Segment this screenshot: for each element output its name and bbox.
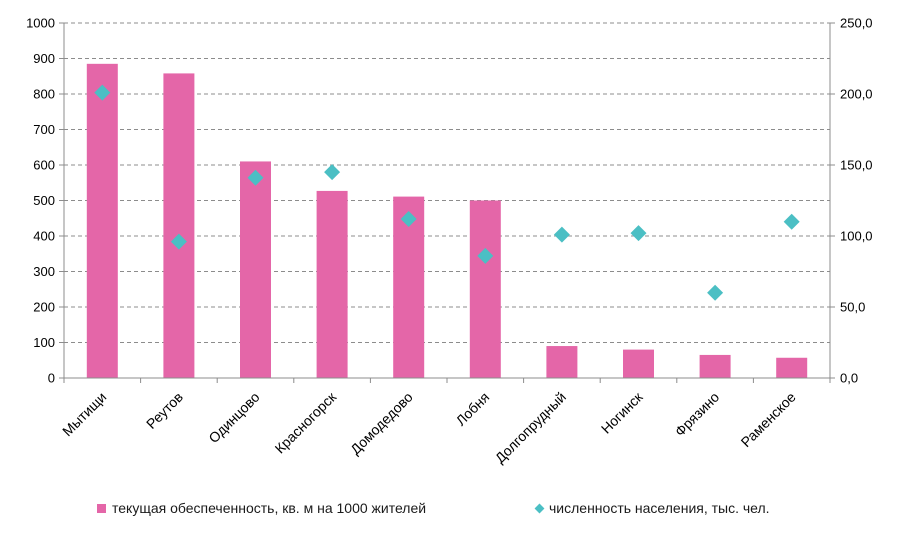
category-label: Одинцово xyxy=(205,389,262,446)
left-tick-label: 300 xyxy=(33,264,55,279)
left-tick-label: 800 xyxy=(33,87,55,102)
legend-item-points: численность населения, тыс. чел. xyxy=(534,500,770,516)
legend-label-points: численность населения, тыс. чел. xyxy=(549,500,770,516)
diamond-point-1 xyxy=(94,84,111,101)
right-tick-label: 200,0 xyxy=(840,87,873,102)
legend-label-bars: текущая обеспеченность, кв. м на 1000 жи… xyxy=(112,500,427,516)
category-labels: Мытищи Реутов Одинцово Красногорск Домодедов… xyxy=(59,388,799,466)
diamond-series xyxy=(94,84,800,301)
category-label: Лобня xyxy=(453,389,493,429)
axes xyxy=(59,22,835,383)
category-label: Домодедово xyxy=(347,389,416,458)
diamond-point-5 xyxy=(400,210,417,227)
bar-4 xyxy=(316,190,348,378)
left-tick-label: 1000 xyxy=(26,16,55,31)
left-tick-label: 900 xyxy=(33,51,55,66)
left-tick-label: 200 xyxy=(33,300,55,315)
left-tick-label: 600 xyxy=(33,158,55,173)
left-tick-label: 0 xyxy=(48,371,55,386)
category-label: Раменское xyxy=(738,389,799,450)
diamond-point-8 xyxy=(630,225,647,242)
bar-1 xyxy=(86,63,118,378)
legend: текущая обеспеченность, кв. м на 1000 жи… xyxy=(0,498,902,522)
bar-7 xyxy=(546,346,578,378)
bar-9 xyxy=(699,354,731,378)
category-label: Реутов xyxy=(143,389,186,432)
diamond-point-4 xyxy=(324,164,341,181)
bar-3 xyxy=(240,161,271,378)
category-label: Фрязино xyxy=(672,389,723,440)
bar-10 xyxy=(776,357,808,378)
left-tick-label: 700 xyxy=(33,122,55,137)
diamond-point-9 xyxy=(707,284,724,301)
right-axis-ticks: 0,0 50,0 100,0 150,0 200,0 250,0 xyxy=(840,16,873,386)
left-tick-label: 500 xyxy=(33,193,55,208)
diamond-point-6 xyxy=(477,247,494,264)
bar-2 xyxy=(163,73,195,378)
right-tick-label: 100,0 xyxy=(840,229,873,244)
right-tick-label: 250,0 xyxy=(840,16,873,31)
right-tick-label: 50,0 xyxy=(840,300,865,315)
category-label: Мытищи xyxy=(59,389,109,439)
left-axis-ticks: 0 100 200 300 400 500 600 700 800 900 1000 xyxy=(26,16,55,386)
diamond-point-7 xyxy=(553,226,570,243)
right-tick-label: 0,0 xyxy=(840,371,858,386)
category-label: Ногинск xyxy=(598,388,646,436)
category-label: Долгопрудный xyxy=(492,389,569,466)
bar-8 xyxy=(623,349,654,378)
diamond-point-3 xyxy=(247,169,264,186)
left-tick-label: 100 xyxy=(33,335,55,350)
combo-chart: 0 100 200 300 400 500 600 700 800 900 1000 0,0 50,0… xyxy=(26,16,873,467)
legend-item-bars: текущая обеспеченность, кв. м на 1000 жи… xyxy=(97,500,426,516)
diamond-point-2 xyxy=(170,233,187,250)
legend-bar-swatch xyxy=(97,503,106,513)
bar-6 xyxy=(469,200,501,378)
left-tick-label: 400 xyxy=(33,229,55,244)
bar-series xyxy=(86,63,808,378)
legend-diamond-swatch xyxy=(534,503,545,513)
diamond-point-10 xyxy=(783,213,800,230)
right-tick-label: 150,0 xyxy=(840,158,873,173)
category-label: Красногорск xyxy=(272,388,340,456)
